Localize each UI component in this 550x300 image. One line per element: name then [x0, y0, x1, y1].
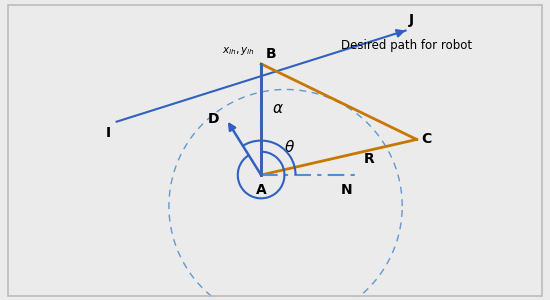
Text: B: B: [266, 46, 276, 61]
Text: $\alpha$: $\alpha$: [272, 101, 284, 116]
Text: $x_{lh},y_{lh}$: $x_{lh},y_{lh}$: [222, 45, 255, 57]
Text: $\theta$: $\theta$: [284, 139, 295, 155]
Text: J: J: [409, 13, 414, 27]
Text: C: C: [421, 132, 431, 146]
Text: A: A: [256, 183, 267, 197]
Text: I: I: [106, 126, 111, 140]
Text: D: D: [207, 112, 219, 126]
Text: R: R: [364, 152, 374, 167]
Text: Desired path for robot: Desired path for robot: [341, 38, 472, 52]
Text: N: N: [341, 183, 353, 197]
